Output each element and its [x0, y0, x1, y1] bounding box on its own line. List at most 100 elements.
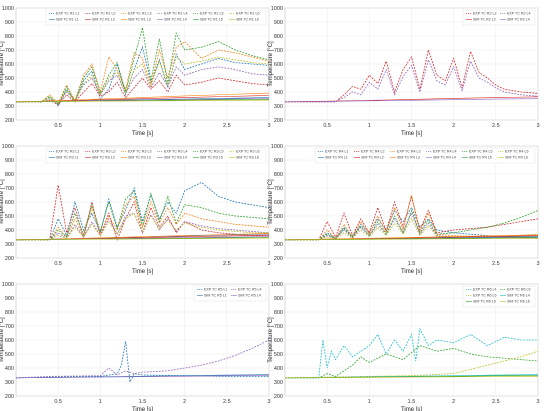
- legend: EXP TC R5 L1 EXP TC R5 L4 SIM TC R5 L1 SIM …: [193, 285, 267, 302]
- series-line-2: [16, 185, 269, 241]
- series-line-2: [285, 58, 538, 103]
- y-axis-label: Temperature [°C]: [268, 179, 274, 225]
- y-tick-label: 700: [274, 324, 283, 330]
- y-tick-label: 700: [5, 48, 14, 54]
- x-tick-label: 1.5: [408, 123, 416, 129]
- x-tick-label: 1.5: [139, 261, 147, 267]
- legend-box: [45, 9, 267, 26]
- legend: EXP TC R3 L1 EXP TC R3 L2 EXP TC R3 L3 EXP …: [45, 147, 267, 164]
- legend-entry: EXP TC R1 L2: [92, 12, 115, 16]
- y-tick-label: 1000: [271, 144, 283, 150]
- y-tick-label: 900: [5, 296, 14, 302]
- y-tick-label: 900: [5, 20, 14, 26]
- y-tick-label: 600: [274, 200, 283, 206]
- legend-box: [45, 147, 267, 164]
- legend-entry: SIM TC R3 L6: [236, 156, 259, 160]
- y-axis-label: Temperature [°C]: [0, 317, 5, 363]
- x-tick-label: 1: [99, 123, 102, 129]
- legend: EXP TC R1 L1 EXP TC R1 L2 EXP TC R1 L3 EXP …: [45, 9, 267, 26]
- x-tick-label: 0.5: [54, 123, 62, 129]
- y-axis-label: Temperature [°C]: [268, 41, 274, 87]
- x-tick-label: 2: [183, 399, 186, 405]
- y-tick-label: 1000: [271, 6, 283, 12]
- legend-entry: EXP TC R3 L2: [92, 150, 115, 154]
- legend-entry: EXP TC R6 L6: [473, 294, 496, 298]
- legend-entry: EXP TC R2 L4: [507, 12, 530, 16]
- x-tick-label: 3: [536, 399, 539, 405]
- y-tick-label: 500: [5, 214, 14, 220]
- legend-entry: SIM TC R4 L1: [325, 156, 348, 160]
- legend-entry: EXP TC R3 L6: [236, 150, 259, 154]
- series-line-4: [285, 98, 538, 103]
- y-tick-label: 1000: [2, 282, 14, 288]
- x-tick-label: 2.5: [223, 123, 231, 129]
- x-tick-label: 0.5: [323, 123, 331, 129]
- y-tick-label: 400: [274, 366, 283, 372]
- y-tick-label: 200: [5, 118, 14, 124]
- x-axis-label: Time [s]: [401, 131, 422, 137]
- y-tick-label: 400: [5, 228, 14, 234]
- x-tick-label: 1: [368, 261, 371, 267]
- x-tick-label: 1.5: [408, 261, 416, 267]
- legend-entry: EXP TC R4 L2: [361, 150, 384, 154]
- series-line-2: [16, 339, 269, 379]
- legend-entry: EXP TC R1 L5: [200, 12, 223, 16]
- series-line-6: [16, 212, 269, 241]
- x-tick-label: 2: [452, 123, 455, 129]
- legend-entry: EXP TC R4 L3: [397, 150, 420, 154]
- legend-entry: EXP TC R6 L5: [507, 288, 530, 292]
- x-tick-label: 3: [536, 261, 539, 267]
- legend-entry: SIM TC R1 L3: [128, 18, 151, 22]
- legend-entry: EXP TC R1 L1: [56, 12, 79, 16]
- series-line-4: [16, 375, 269, 379]
- x-tick-label: 0.5: [323, 399, 331, 405]
- legend-box: [462, 285, 536, 308]
- y-tick-label: 1000: [2, 6, 14, 12]
- legend-entry: EXP TC R2 L2: [473, 12, 496, 16]
- y-tick-label: 500: [274, 214, 283, 220]
- y-tick-label: 300: [5, 380, 14, 386]
- legend-entry: SIM TC R6 L5: [473, 300, 496, 304]
- series-line-1: [285, 327, 538, 379]
- legend-box: [314, 147, 536, 164]
- y-axis-label: Temperature [°C]: [268, 317, 274, 363]
- y-tick-label: 200: [274, 256, 283, 262]
- legend-entry: SIM TC R1 L6: [236, 18, 259, 22]
- x-tick-label: 2.5: [492, 399, 500, 405]
- legend-entry: SIM TC R4 L6: [505, 156, 528, 160]
- chart-panel-2: 200 300 400 500 600 700 800 900 1000 0.5 1 1.5 2 2.5 3…: [268, 6, 540, 137]
- x-tick-label: 0.5: [323, 261, 331, 267]
- legend: EXP TC R6 L4 EXP TC R6 L5 EXP TC R6 L6 SIM …: [462, 285, 536, 308]
- x-tick-label: 1: [368, 123, 371, 129]
- y-tick-label: 300: [274, 104, 283, 110]
- legend-entry: SIM TC R6 L4: [507, 294, 530, 298]
- legend-entry: EXP TC R6 L4: [473, 288, 496, 292]
- y-tick-label: 500: [274, 76, 283, 82]
- x-tick-label: 2.5: [492, 123, 500, 129]
- x-tick-label: 2.5: [223, 399, 231, 405]
- x-tick-label: 1.5: [139, 399, 147, 405]
- x-tick-label: 1: [99, 399, 102, 405]
- x-tick-label: 2: [183, 123, 186, 129]
- y-tick-label: 400: [5, 366, 14, 372]
- legend-entry: SIM TC R4 L3: [397, 156, 420, 160]
- series-line-3: [16, 195, 269, 241]
- series-line-3: [16, 41, 269, 104]
- legend-entry: EXP TC R5 L4: [238, 288, 261, 292]
- y-tick-label: 600: [5, 338, 14, 344]
- y-tick-label: 200: [5, 394, 14, 400]
- series-line-1: [16, 181, 269, 241]
- y-tick-label: 1000: [271, 282, 283, 288]
- chart-panel-3: 200 300 400 500 600 700 800 900 1000 0.5 1 1.5 2 2.5 3…: [0, 144, 271, 275]
- legend-entry: SIM TC R3 L5: [200, 156, 223, 160]
- y-tick-label: 700: [274, 186, 283, 192]
- legend-entry: SIM TC R1 L4: [164, 18, 187, 22]
- legend-entry: SIM TC R4 L4: [433, 156, 456, 160]
- series-line-1: [285, 206, 538, 241]
- y-tick-label: 600: [5, 62, 14, 68]
- y-tick-label: 1000: [2, 144, 14, 150]
- y-tick-label: 700: [5, 324, 14, 330]
- legend-entry: EXP TC R5 L1: [204, 288, 227, 292]
- legend-entry: EXP TC R3 L4: [164, 150, 187, 154]
